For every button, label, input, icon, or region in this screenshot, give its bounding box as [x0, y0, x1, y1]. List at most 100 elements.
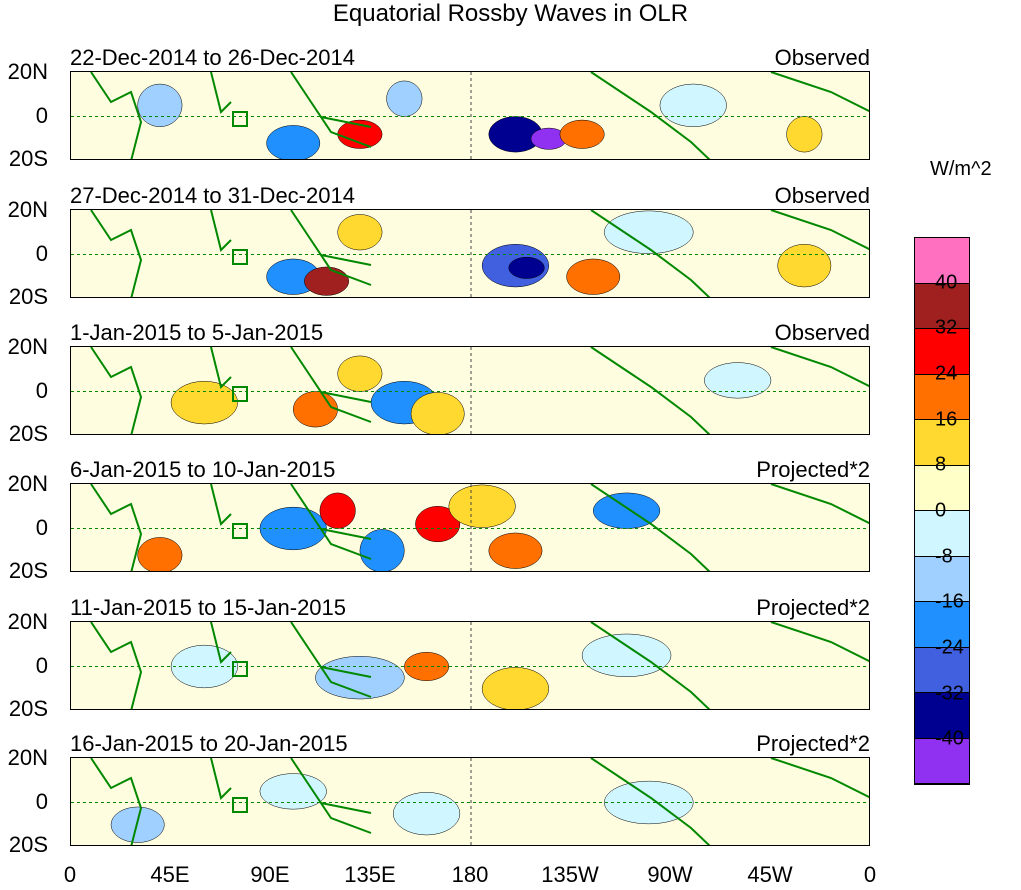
- olr-anomaly: [481, 667, 550, 709]
- olr-anomaly: [392, 792, 461, 836]
- olr-anomaly: [559, 119, 605, 149]
- olr-anomaly: [292, 391, 338, 428]
- panel-type: Observed: [774, 183, 870, 208]
- colorbar-label: -24: [935, 636, 964, 659]
- lat-label-eq: 0: [35, 103, 48, 128]
- olr-anomaly: [508, 256, 545, 279]
- colorbar-label: 16: [935, 408, 958, 431]
- panel-date-range: 6-Jan-2015 to 10-Jan-2015: [70, 457, 336, 482]
- olr-anomaly: [659, 83, 727, 127]
- colorbar-bin: [915, 738, 969, 784]
- lon-label: 90E: [250, 862, 290, 887]
- olr-map-panel: [70, 71, 870, 160]
- olr-anomaly: [448, 484, 516, 528]
- panel-type: Projected*2: [756, 595, 870, 620]
- region-box: [232, 249, 248, 265]
- lon-label: 135W: [541, 862, 599, 887]
- panel-date-range: 22-Dec-2014 to 26-Dec-2014: [70, 45, 355, 70]
- lat-label-20n: 20N: [7, 197, 48, 222]
- lon-label: 45E: [150, 862, 190, 887]
- panel-date-range: 27-Dec-2014 to 31-Dec-2014: [70, 183, 355, 208]
- colorbar-bin: [915, 511, 969, 557]
- olr-anomaly: [604, 210, 694, 254]
- coastline: [90, 622, 869, 709]
- colorbar-label: -32: [935, 682, 964, 705]
- colorbar-bin: [915, 693, 969, 739]
- olr-anomaly: [137, 537, 183, 571]
- panel-date-range: 16-Jan-2015 to 20-Jan-2015: [70, 731, 348, 756]
- olr-anomaly: [410, 392, 465, 434]
- colorbar-units: W/m^2: [930, 158, 992, 180]
- olr-map-panel: [70, 209, 870, 298]
- coastline: [90, 484, 869, 571]
- colorbar-label: -8: [935, 545, 953, 568]
- lat-label-20n: 20N: [7, 745, 48, 770]
- panel-date-range: 1-Jan-2015 to 5-Jan-2015: [70, 320, 324, 345]
- lat-label-eq: 0: [35, 241, 48, 266]
- olr-anomaly: [337, 214, 383, 251]
- colorbar-bin: [915, 602, 969, 648]
- olr-anomaly: [319, 492, 356, 529]
- olr-anomaly: [488, 532, 543, 569]
- lat-label-20s: 20S: [8, 832, 48, 857]
- lat-label-20n: 20N: [7, 609, 48, 634]
- lat-label-20n: 20N: [7, 334, 48, 359]
- lat-label-eq: 0: [35, 378, 48, 403]
- lon-label: 0: [863, 862, 877, 887]
- colorbar-label: 32: [935, 316, 958, 339]
- colorbar-bin: [915, 465, 969, 511]
- coastline: [90, 347, 869, 434]
- colorbar-bin: [915, 420, 969, 466]
- colorbar-label: -16: [935, 590, 964, 613]
- olr-anomaly: [337, 355, 383, 392]
- olr-anomaly: [704, 362, 772, 399]
- olr-map-panel: [70, 757, 870, 846]
- region-box: [232, 523, 248, 539]
- olr-anomaly: [786, 116, 823, 153]
- panel-type: Projected*2: [756, 731, 870, 756]
- colorbar-bin: [915, 238, 969, 284]
- olr-anomaly: [259, 773, 327, 810]
- olr-anomaly: [266, 125, 321, 159]
- olr-anomaly: [415, 506, 461, 543]
- lat-label-eq: 0: [35, 653, 48, 678]
- olr-map-panel: [70, 621, 870, 710]
- coastline: [90, 758, 869, 845]
- colorbar-bin: [915, 283, 969, 329]
- colorbar-label: 24: [935, 362, 958, 385]
- region-box: [232, 797, 248, 813]
- olr-anomaly: [777, 244, 832, 288]
- lat-label-20n: 20N: [7, 59, 48, 84]
- olr-anomaly: [170, 381, 238, 425]
- lat-label-20s: 20S: [8, 284, 48, 309]
- lat-label-20n: 20N: [7, 471, 48, 496]
- lat-label-20s: 20S: [8, 146, 48, 171]
- coastline: [90, 210, 869, 297]
- colorbar-bin: [915, 556, 969, 602]
- olr-anomaly: [359, 529, 405, 571]
- region-box: [232, 111, 248, 127]
- colorbar-label: -40: [935, 727, 964, 750]
- colorbar-label: 8: [935, 453, 947, 476]
- colorbar-bin: [915, 329, 969, 375]
- olr-anomaly: [566, 258, 621, 295]
- lat-label-20s: 20S: [8, 696, 48, 721]
- colorbar: [914, 237, 970, 785]
- region-box: [232, 661, 248, 677]
- lon-label: 90W: [647, 862, 693, 887]
- lon-label: 180: [451, 862, 489, 887]
- region-box: [232, 386, 248, 402]
- olr-anomaly: [137, 83, 183, 127]
- panel-type: Projected*2: [756, 457, 870, 482]
- olr-map-panel: [70, 483, 870, 572]
- colorbar-label: 40: [935, 271, 958, 294]
- colorbar-label: 0: [935, 499, 947, 522]
- lon-label: 45W: [747, 862, 793, 887]
- olr-anomaly: [304, 266, 350, 296]
- lon-label: 0: [63, 862, 77, 887]
- lon-label: 135E: [344, 862, 396, 887]
- panel-type: Observed: [774, 45, 870, 70]
- coastline: [90, 72, 869, 159]
- panel-date-range: 11-Jan-2015 to 15-Jan-2015: [70, 595, 347, 620]
- olr-anomaly: [581, 633, 672, 677]
